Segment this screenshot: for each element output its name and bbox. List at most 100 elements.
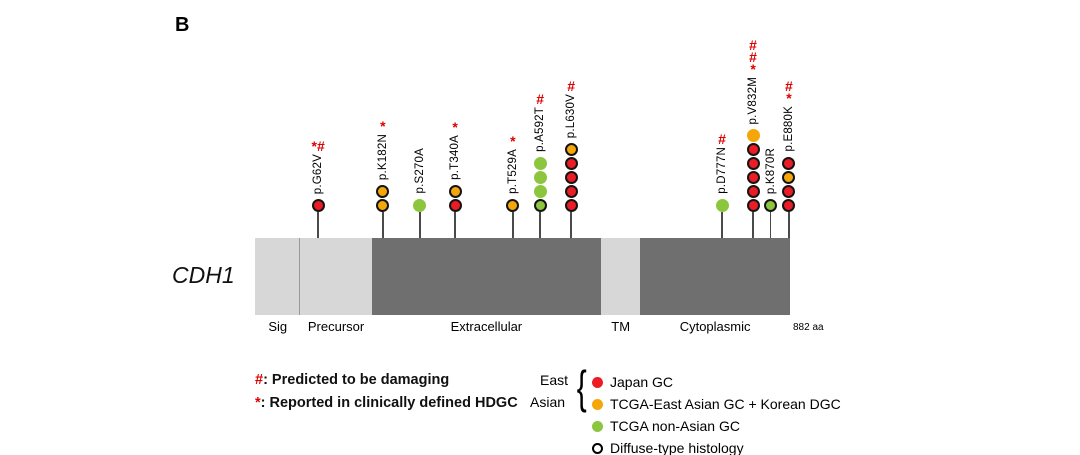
lollipop-stick: [382, 212, 384, 238]
dot-orange-outlined: [564, 143, 578, 156]
lollipop-stick: [752, 212, 754, 238]
dot-green: [715, 199, 729, 212]
gene-name: CDH1: [172, 262, 235, 288]
mutation-label: p.L630V: [565, 93, 578, 138]
dot-red-outlined: [448, 199, 462, 212]
mutation-mark: #: [567, 77, 576, 94]
dot-orange-outlined: [448, 185, 462, 198]
dot-red-outlined: [311, 199, 325, 212]
dot-red-outlined: [746, 157, 760, 170]
lollipop-p-t340a: * p.T340A: [433, 119, 477, 238]
legend-dot-open: [592, 442, 603, 454]
brace-icon: {: [576, 361, 587, 413]
mutation-mark: #: [749, 48, 757, 65]
lollipop-stick: [769, 212, 772, 238]
legend-dot-orange: [592, 398, 603, 410]
lollipop-p-l630v: # p.L630V: [549, 77, 593, 238]
mutation-label: p.K182N: [376, 133, 389, 180]
lollipop-stick: [419, 212, 421, 238]
domain-sig: [255, 238, 301, 315]
dot-orange-outlined: [506, 199, 520, 212]
lollipop-p-g62v: *# p.G62V: [296, 137, 340, 238]
mutation-mark: *#: [311, 137, 325, 154]
lollipop-p-e880k: # * p.E880K: [767, 78, 811, 238]
dot-red-outlined: [782, 157, 796, 170]
domain-label-sig: Sig: [268, 319, 288, 334]
mutation-mark: *: [510, 133, 516, 150]
hash-symbol: #: [255, 372, 264, 388]
lollipop-p-d777n: # p.D777N: [700, 131, 744, 238]
domain-label-precursor: Precursor: [307, 319, 365, 334]
legend-dot-red: [592, 376, 603, 388]
lollipop-p-k182n: * p.K182N: [361, 119, 405, 238]
legend-damaging-text: : Predicted to be damaging: [263, 372, 450, 388]
protein-bar: [255, 238, 790, 315]
lollipop-stick: [317, 212, 319, 238]
legend-row-red: Japan GC: [592, 374, 673, 390]
mutation-mark: *: [452, 119, 458, 136]
domain-label-extracellular: Extracellular: [450, 319, 523, 334]
asterisk-symbol: *: [255, 395, 261, 411]
domain-tm: [601, 238, 641, 315]
east-asian-label-line1: East: [540, 372, 569, 388]
dot-green: [533, 185, 547, 198]
dot-green: [533, 157, 547, 170]
mutation-mark: #: [536, 91, 545, 108]
mutation-mark: *: [786, 90, 792, 107]
dot-red-outlined: [782, 185, 796, 198]
dot-green: [413, 199, 427, 212]
legend-entry-label: Japan GC: [610, 374, 674, 390]
dot-orange: [746, 129, 760, 142]
mutation-mark: #: [785, 78, 793, 95]
legend-hdgc: *: Reported in clinically defined HDGC: [255, 395, 518, 411]
lollipop-p-t529a: * p.T529A: [491, 133, 535, 238]
mutation-label: p.T529A: [506, 149, 519, 194]
legend-right: East Asian { Japan GC TCGA-East Asian GC …: [528, 361, 968, 455]
dot-red-outlined: [746, 171, 760, 184]
mutation-mark: *: [750, 60, 756, 77]
legend-entry-label: Diffuse-type histology: [610, 440, 744, 455]
lollipop-p-s270a: p.S270A: [398, 146, 442, 238]
lollipop-stick: [570, 212, 572, 238]
domain-precursor: [300, 238, 372, 315]
domain-cytoplasmic: [640, 238, 790, 315]
lollipop-stick: [454, 212, 456, 238]
dot-red-outlined: [564, 171, 578, 184]
lollipop-p-v832m: # # * p.V832M: [731, 36, 775, 238]
legend-hdgc-text: : Reported in clinically defined HDGC: [260, 395, 518, 411]
lollipop-p-k870r: p.K870R: [749, 146, 793, 238]
dot-red-outlined: [782, 199, 796, 212]
panel-label: B: [175, 14, 190, 36]
mutation-label: p.A592T: [534, 107, 547, 152]
legend-entry-label: TCGA non-Asian GC: [610, 418, 740, 434]
mutation-mark: #: [749, 36, 757, 53]
legend-row-open: Diffuse-type histology: [592, 440, 744, 455]
lollipop-stick: [539, 212, 541, 238]
legend-symbols: #: Predicted to be damaging *: Reported …: [255, 372, 518, 418]
mutation-label: p.G62V: [312, 153, 325, 194]
east-asian-label-line2: Asian: [530, 394, 566, 410]
dot-red-outlined: [564, 185, 578, 198]
lollipop-stick: [512, 212, 514, 238]
legend-dot-green: [592, 420, 603, 432]
legend-row-orange: TCGA-East Asian GC + Korean DGC: [592, 396, 841, 412]
mutation-label: p.S270A: [413, 148, 426, 194]
mutation-label: p.V832M: [747, 76, 760, 124]
dot-orange-outlined: [376, 185, 390, 198]
legend-damaging: #: Predicted to be damaging: [255, 372, 518, 388]
legend-row-green: TCGA non-Asian GC: [592, 418, 740, 434]
legend-entry-label: TCGA-East Asian GC + Korean DGC: [610, 396, 841, 412]
dot-red-outlined: [746, 143, 760, 156]
dot-red-outlined: [746, 199, 760, 212]
domain-extracellular: [371, 238, 602, 315]
protein-length-label: 882 aa: [793, 322, 824, 333]
dot-red-outlined: [746, 185, 760, 198]
dot-orange-outlined: [782, 171, 796, 184]
lollipop-stick: [721, 212, 723, 238]
mutation-mark: #: [718, 131, 726, 148]
dot-red-outlined: [564, 199, 578, 212]
mutation-label: p.T340A: [449, 135, 462, 180]
lollipop-stick: [788, 212, 790, 238]
dot-green: [533, 171, 547, 184]
